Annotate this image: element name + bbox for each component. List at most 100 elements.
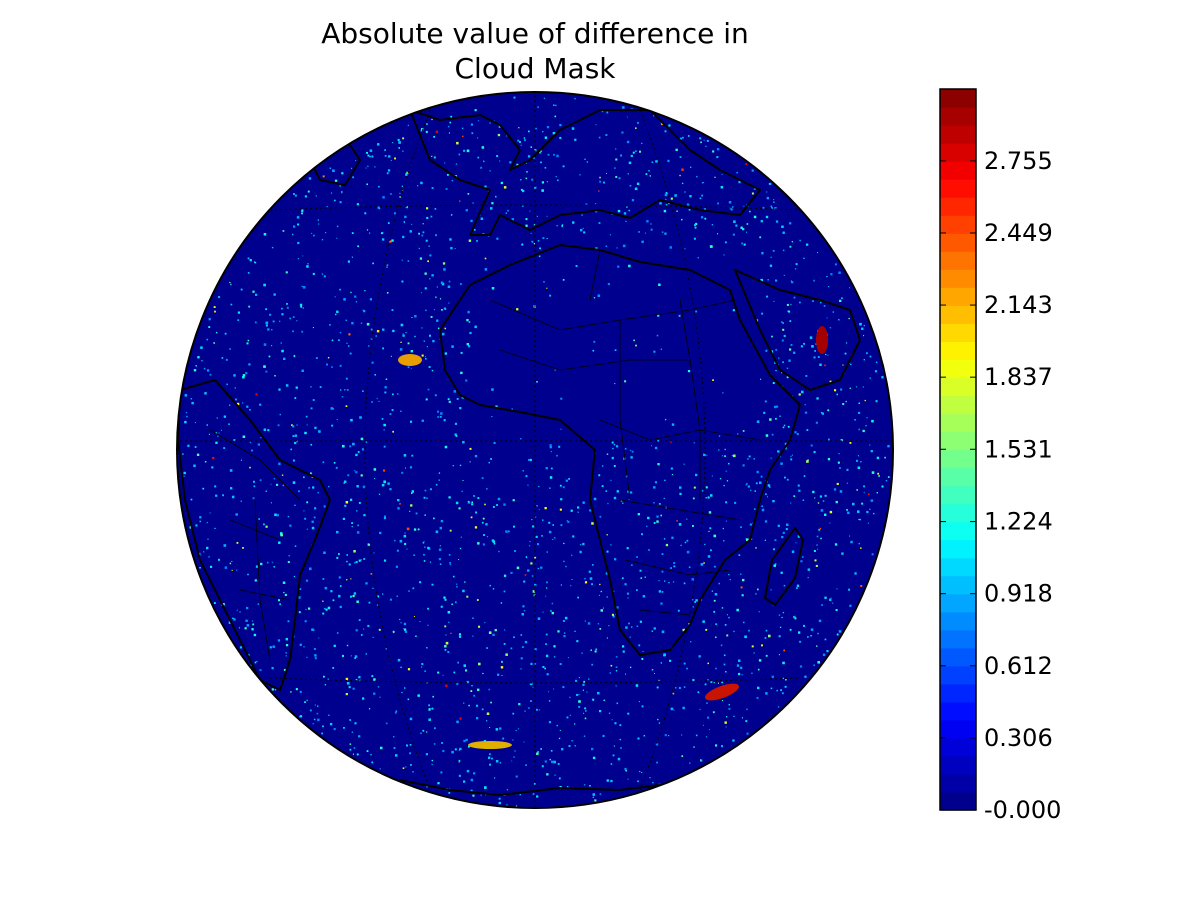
difference-pixel	[656, 520, 659, 523]
difference-pixel	[538, 709, 540, 711]
difference-pixel	[700, 759, 702, 761]
difference-pixel	[362, 485, 366, 489]
difference-pixel	[271, 329, 273, 331]
difference-pixel	[772, 382, 775, 384]
difference-pixel	[622, 650, 625, 653]
difference-pixel	[501, 675, 503, 676]
difference-pixel	[366, 151, 368, 154]
difference-pixel	[629, 666, 632, 669]
difference-pixel	[246, 342, 249, 345]
difference-pixel	[294, 441, 297, 445]
difference-pixel	[350, 595, 352, 598]
difference-pixel	[624, 767, 627, 771]
difference-pixel	[500, 602, 503, 604]
difference-pixel	[276, 483, 279, 486]
difference-pixel	[536, 795, 539, 798]
difference-pixel	[431, 763, 433, 765]
difference-pixel	[236, 609, 238, 611]
difference-pixel	[364, 290, 366, 292]
difference-pixel	[635, 150, 637, 152]
difference-pixel	[732, 309, 735, 312]
difference-pixel	[311, 232, 313, 234]
difference-pixel	[611, 613, 614, 616]
difference-pixel	[273, 478, 275, 480]
difference-pixel	[616, 247, 618, 249]
difference-pixel	[554, 115, 557, 118]
difference-pixel	[438, 472, 441, 474]
difference-pixel	[478, 662, 481, 666]
difference-pixel	[625, 673, 627, 675]
difference-pixel	[425, 309, 427, 312]
difference-pixel	[686, 667, 688, 670]
difference-pixel	[524, 574, 527, 576]
difference-pixel	[448, 132, 450, 134]
meridian-west	[364, 109, 431, 791]
difference-pixel	[267, 328, 270, 331]
difference-pixel	[422, 729, 425, 732]
difference-pixel	[270, 502, 272, 504]
difference-pixel	[533, 783, 536, 785]
difference-pixel	[428, 708, 431, 711]
difference-pixel	[428, 366, 431, 368]
difference-pixel	[742, 578, 745, 582]
difference-pixel	[656, 761, 658, 764]
difference-pixel	[402, 137, 405, 140]
difference-pixel	[306, 501, 309, 504]
difference-pixel	[745, 720, 748, 723]
difference-pixel	[764, 520, 768, 523]
difference-pixel	[278, 388, 281, 391]
difference-pixel	[453, 671, 456, 674]
difference-pixel	[697, 691, 700, 694]
coastlines	[177, 109, 861, 796]
colorbar-band	[940, 125, 976, 144]
difference-pixel	[432, 695, 434, 698]
difference-pixel	[822, 500, 825, 502]
difference-pixel	[567, 657, 569, 659]
difference-pixel	[799, 665, 803, 668]
difference-pixel	[785, 678, 787, 681]
difference-pixel	[282, 484, 285, 487]
difference-pixel	[216, 417, 218, 419]
difference-pixel	[634, 187, 638, 191]
difference-pixel	[423, 541, 425, 543]
difference-pixel	[661, 231, 664, 233]
difference-pixel	[341, 192, 343, 194]
difference-pixel	[347, 345, 350, 347]
difference-pixel	[322, 725, 324, 728]
difference-pixel	[355, 301, 358, 303]
difference-pixel	[747, 458, 749, 460]
difference-pixel	[370, 328, 373, 331]
difference-pixel	[613, 443, 616, 446]
difference-pixel	[705, 736, 707, 738]
difference-pixel	[360, 322, 363, 324]
difference-pixel	[756, 696, 759, 699]
difference-pixel	[498, 801, 501, 805]
difference-pixel	[552, 524, 554, 526]
difference-pixel	[230, 303, 233, 306]
difference-pixel	[396, 595, 398, 597]
difference-pixel	[429, 561, 431, 563]
difference-pixel	[717, 202, 719, 205]
difference-pixel	[392, 430, 394, 433]
difference-pixel	[860, 547, 862, 549]
difference-pixel	[222, 603, 225, 606]
difference-pixel	[741, 242, 744, 245]
difference-pixel	[542, 131, 544, 133]
difference-pixel	[392, 393, 394, 396]
difference-pixel	[293, 225, 296, 228]
difference-pixel	[855, 386, 857, 388]
difference-pixel	[782, 361, 784, 363]
difference-pixel	[593, 497, 597, 501]
difference-pixel	[733, 715, 735, 717]
difference-pixel	[552, 538, 554, 541]
difference-pixel	[238, 627, 241, 629]
difference-pixel	[468, 704, 470, 707]
difference-pixel	[783, 424, 786, 427]
difference-pixel	[863, 359, 865, 361]
difference-pixel	[760, 278, 763, 282]
difference-pixel	[381, 232, 384, 234]
difference-pixel	[301, 285, 303, 288]
difference-pixel	[516, 566, 520, 570]
difference-pixel	[249, 441, 251, 444]
difference-pixel	[693, 237, 696, 240]
